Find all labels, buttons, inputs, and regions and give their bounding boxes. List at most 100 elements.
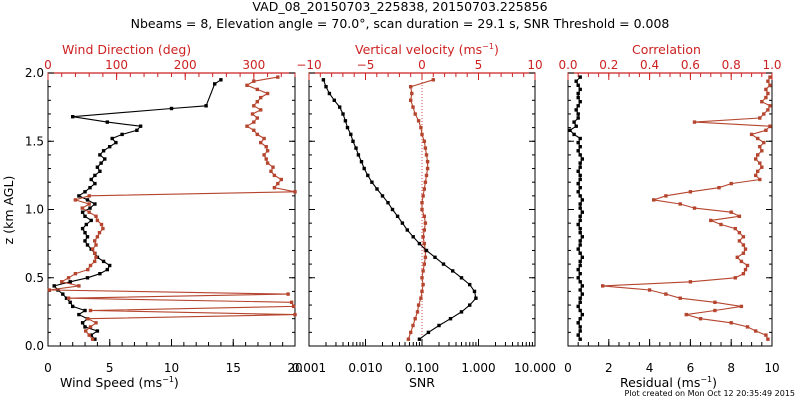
corr-correlation-point xyxy=(743,247,748,251)
vert-snr-point xyxy=(411,235,415,239)
bottom-tick-label: 10 xyxy=(164,361,179,375)
wind-wind-direction-point xyxy=(255,87,259,92)
vert-snr-point xyxy=(343,119,348,123)
corr-residual-point xyxy=(578,194,582,198)
vert-vertical-velocity-point xyxy=(420,289,424,294)
corr-residual-point xyxy=(578,300,582,304)
vert-snr-point xyxy=(472,289,477,294)
corr-residual-point xyxy=(574,124,578,128)
corr-residual-point xyxy=(568,128,572,132)
wind-wind-speed-point xyxy=(83,231,87,235)
vert-vertical-velocity-point xyxy=(422,228,426,232)
corr-residual-point xyxy=(576,333,580,337)
corr-correlation-point xyxy=(684,312,688,317)
corr-residual-point xyxy=(578,218,582,223)
wind-wind-direction-point xyxy=(94,214,98,218)
corr-residual-point xyxy=(578,202,582,206)
wind-wind-direction-point xyxy=(255,132,259,137)
wind-wind-direction-point xyxy=(279,177,283,182)
wind-wind-speed-point xyxy=(77,194,81,198)
corr-residual-point xyxy=(580,284,584,288)
wind-wind-direction-point xyxy=(269,169,273,173)
corr-correlation-point xyxy=(758,145,762,149)
corr-correlation-point xyxy=(735,255,739,259)
corr-residual-point xyxy=(578,136,582,141)
corr-residual-point xyxy=(578,239,582,243)
wind-wind-direction-point xyxy=(255,116,259,120)
wind-wind-direction-point xyxy=(87,210,91,214)
corr-correlation-point xyxy=(698,317,703,321)
bottom-tick-label: 2 xyxy=(605,361,613,375)
title-line-2: Nbeams = 8, Elevation angle = 70.0°, sca… xyxy=(131,16,670,31)
vert-vertical-velocity-point xyxy=(413,317,417,321)
wind-wind-direction-point xyxy=(291,304,296,309)
corr-correlation-point xyxy=(760,165,764,169)
corr-residual-point xyxy=(580,157,584,161)
wind-speed-label: Wind Speed (ms−1) xyxy=(60,375,179,390)
wind-wind-direction-point xyxy=(262,136,266,141)
vert-snr-point xyxy=(459,276,464,280)
corr-correlation-point xyxy=(754,329,758,333)
corr-residual-point xyxy=(578,288,582,292)
corr-correlation-point xyxy=(741,243,746,247)
corr-correlation-point xyxy=(733,226,737,231)
bottom-tick-label: 15 xyxy=(226,361,241,375)
wind-wind-direction-point xyxy=(250,112,255,116)
corr-correlation-point xyxy=(745,325,750,329)
corr-correlation-point xyxy=(764,87,768,92)
vert-snr-point xyxy=(359,160,364,164)
wind-wind-direction-point xyxy=(93,251,97,255)
top-tick-label: 0.8 xyxy=(722,58,741,72)
wind-wind-speed-point xyxy=(83,214,87,218)
corr-correlation-point xyxy=(768,124,772,128)
wind-wind-speed-point xyxy=(68,280,72,284)
wind-wind-direction-point xyxy=(264,157,268,161)
corr-residual-point xyxy=(576,247,580,251)
corr-correlation-point xyxy=(741,235,746,239)
corr-residual-point xyxy=(578,214,582,218)
wind-wind-speed-point xyxy=(83,239,87,243)
vert-snr-point xyxy=(345,125,350,130)
vert-vertical-velocity-point xyxy=(422,241,426,246)
wind-wind-direction-point xyxy=(245,83,249,87)
corr-residual-point xyxy=(576,190,580,194)
wind-wind-direction-point xyxy=(272,173,277,178)
bottom-tick-label: 0.001 xyxy=(292,361,326,375)
corr-correlation-point xyxy=(647,288,652,292)
corr-correlation-point xyxy=(749,132,754,137)
corr-residual-point xyxy=(580,312,584,317)
wind-wind-direction-point xyxy=(84,329,88,333)
wind-wind-direction-point xyxy=(97,231,102,235)
corr-residual-point xyxy=(580,292,584,296)
corr-correlation-point xyxy=(756,153,760,157)
corr-residual-point xyxy=(580,198,584,202)
vert-snr-point xyxy=(395,214,400,218)
wind-wind-direction-point xyxy=(265,161,270,165)
wind-wind-speed-point xyxy=(98,153,102,157)
bottom-tick-label: 20 xyxy=(287,361,302,375)
wind-wind-speed-point xyxy=(83,190,87,194)
wind-wind-direction-point xyxy=(86,267,90,272)
top-tick-label: −5 xyxy=(357,58,375,72)
corr-residual-point xyxy=(578,145,582,149)
corr-correlation-point xyxy=(743,267,748,272)
vert-vertical-velocity-point xyxy=(413,112,417,116)
bottom-tick-label: 1.000 xyxy=(461,361,495,375)
wind-wind-speed-point xyxy=(219,78,223,82)
corr-correlation-point xyxy=(729,181,733,186)
wind-wind-speed-point xyxy=(71,115,75,119)
wind-wind-direction-point xyxy=(88,325,93,329)
top-tick-label: −10 xyxy=(296,58,321,72)
vert-snr-point xyxy=(366,173,370,178)
corr-correlation-point xyxy=(737,214,742,218)
residual-label: Residual (ms−1) xyxy=(620,375,717,390)
corr-correlation-point xyxy=(762,140,766,145)
panel-correlation: 0.0 0.2 0.4 0.6 0.8 1.0 0 2 4 6 8 10 Correlation Re… xyxy=(558,42,781,390)
corr-correlation-point xyxy=(737,231,742,235)
corr-correlation-point xyxy=(754,157,758,161)
wind-wind-direction-point xyxy=(93,239,97,243)
wind-wind-direction-point xyxy=(99,222,104,227)
wind-wind-direction-point xyxy=(66,296,71,300)
wind-wind-speed-point xyxy=(98,169,102,173)
